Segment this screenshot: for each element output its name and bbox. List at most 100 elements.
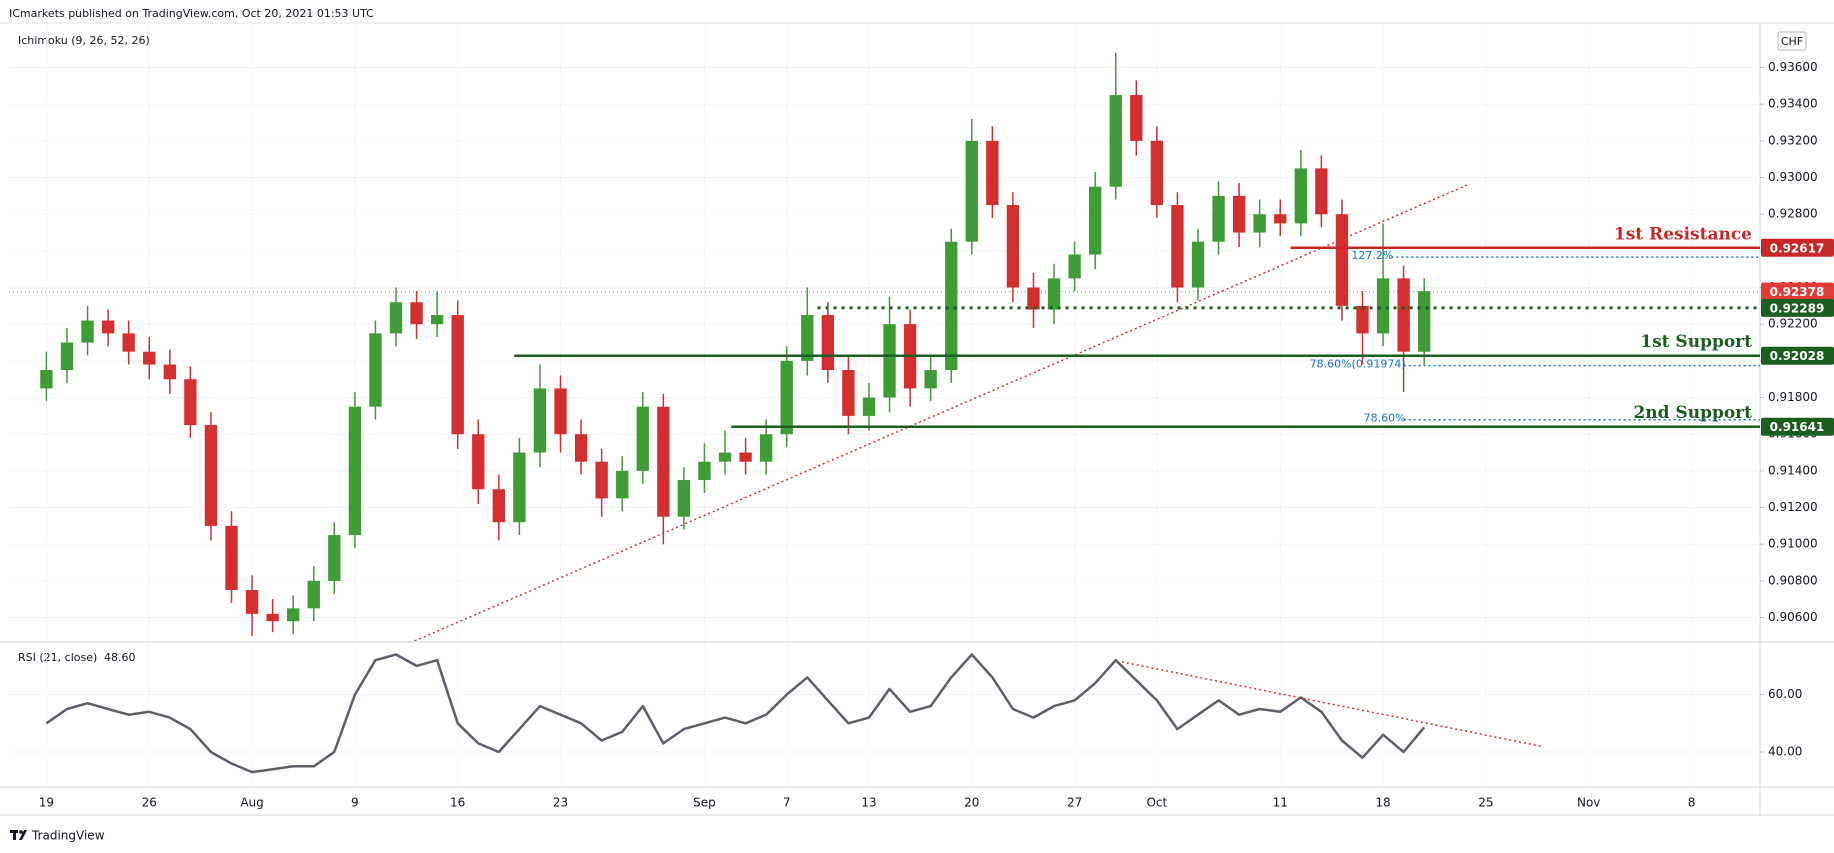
x-tick-label: Sep: [693, 796, 716, 810]
candle-body: [163, 364, 176, 380]
x-tick-label: 20: [964, 796, 979, 810]
candle-body: [533, 388, 547, 453]
currency-box: [1777, 31, 1807, 51]
overlay: 0.90600 0.90800 0.91000 0.91200 0.91400 0.916…: [9, 60, 1834, 810]
candle-body: [924, 370, 937, 389]
y-tick-label: 0.92200: [1768, 317, 1818, 331]
y-tick-label: 0.93000: [1768, 170, 1818, 184]
footer-logo: [10, 830, 27, 840]
x-tick-label: 27: [1067, 796, 1082, 810]
candle-body: [842, 370, 855, 416]
rsi-pane: [9, 653, 1760, 774]
x-tick-label: 25: [1478, 796, 1493, 810]
y-tick-label: 0.91000: [1768, 537, 1818, 551]
candle-body: [1006, 205, 1020, 288]
y-tick-label: 0.91800: [1768, 390, 1818, 404]
candle-body: [266, 613, 279, 622]
indicator-label: Ichimoku (9, 26, 52, 26): [18, 34, 150, 47]
candle-body: [1315, 168, 1328, 215]
candle-body: [554, 388, 567, 435]
candle-body: [595, 461, 608, 499]
candle-body: [328, 535, 341, 581]
y-tick-label: 0.93400: [1768, 97, 1818, 111]
x-tick-label: 23: [553, 796, 568, 810]
y-tick-label: 0.91400: [1768, 463, 1818, 477]
rsi-trendline: [1121, 661, 1542, 748]
x-tick-label: 19: [39, 796, 54, 810]
candle-body: [1150, 140, 1164, 206]
candle-body: [369, 333, 382, 407]
level-label: 2nd Support: [1633, 403, 1752, 423]
candle-body: [657, 406, 670, 517]
price-label: 0.92028: [1770, 349, 1825, 363]
candle-body: [945, 241, 958, 371]
candle-body: [430, 315, 444, 325]
price-label: 0.92289: [1770, 301, 1825, 315]
candle-body: [307, 580, 320, 609]
price-pane: [40, 52, 1468, 641]
candle-body: [1335, 214, 1349, 306]
candle-body: [1130, 95, 1143, 141]
candle-body: [1356, 305, 1369, 334]
y-tick-label: 0.93200: [1768, 133, 1818, 147]
candle-body: [759, 434, 773, 462]
candle-body: [718, 452, 732, 462]
candle-body: [1191, 241, 1205, 288]
x-tick-label: 18: [1375, 796, 1390, 810]
y-tick-label: 0.90800: [1768, 573, 1818, 587]
candle-body: [1089, 186, 1102, 255]
price-label-box: [1761, 346, 1834, 365]
level-label: 1st Resistance: [1614, 224, 1752, 244]
candle-body: [1068, 254, 1081, 279]
candle-body: [101, 320, 115, 334]
x-tick-label: 7: [783, 796, 791, 810]
brand-text: TradingView: [31, 829, 105, 843]
candle-body: [225, 525, 238, 591]
candle-body: [81, 320, 94, 343]
candle-body: [60, 342, 74, 371]
candle-body: [739, 452, 752, 462]
candle-body: [1376, 278, 1390, 334]
candle-body: [1171, 205, 1184, 288]
candle-body: [883, 324, 896, 398]
candle-body: [821, 315, 835, 371]
x-tick-label: Oct: [1146, 796, 1167, 810]
candle-body: [143, 351, 156, 365]
price-label-box: [1761, 238, 1834, 257]
candle-body: [801, 315, 814, 361]
level-label: 1st Support: [1640, 332, 1752, 352]
x-tick-label: 8: [1688, 796, 1696, 810]
publisher-text: ICmarkets published on TradingView.com, …: [9, 7, 374, 20]
candle-body: [472, 434, 485, 490]
candle-body: [1027, 287, 1040, 310]
rsi-last-value: 48.60: [104, 651, 136, 664]
fib-label: 78.60%: [1364, 412, 1406, 425]
candle-body: [986, 140, 999, 206]
candle-body: [389, 302, 403, 334]
candle-body: [348, 406, 362, 536]
trendline: [414, 184, 1468, 641]
candle-body: [862, 397, 876, 416]
candle-body: [965, 140, 978, 242]
currency-label: CHF: [1781, 35, 1803, 48]
candle-body: [677, 480, 691, 517]
candle-body: [184, 379, 197, 426]
x-tick-label: Aug: [240, 796, 263, 810]
candle-body: [1047, 278, 1061, 310]
candle-body: [1232, 195, 1246, 233]
x-tick-label: 13: [861, 796, 876, 810]
y-tick-label: 40.00: [1768, 745, 1802, 759]
candle-body: [1274, 214, 1287, 224]
price-label-box: [1761, 417, 1834, 436]
candle-body: [410, 302, 423, 325]
x-tick-label: 16: [450, 796, 465, 810]
price-label: 0.92617: [1770, 241, 1825, 255]
price-label-box: [1761, 298, 1834, 317]
candle-body: [780, 360, 793, 435]
y-tick-label: 0.90600: [1768, 610, 1818, 624]
candle-body: [287, 608, 300, 622]
candle-body: [492, 489, 505, 523]
x-tick-label: 11: [1273, 796, 1288, 810]
